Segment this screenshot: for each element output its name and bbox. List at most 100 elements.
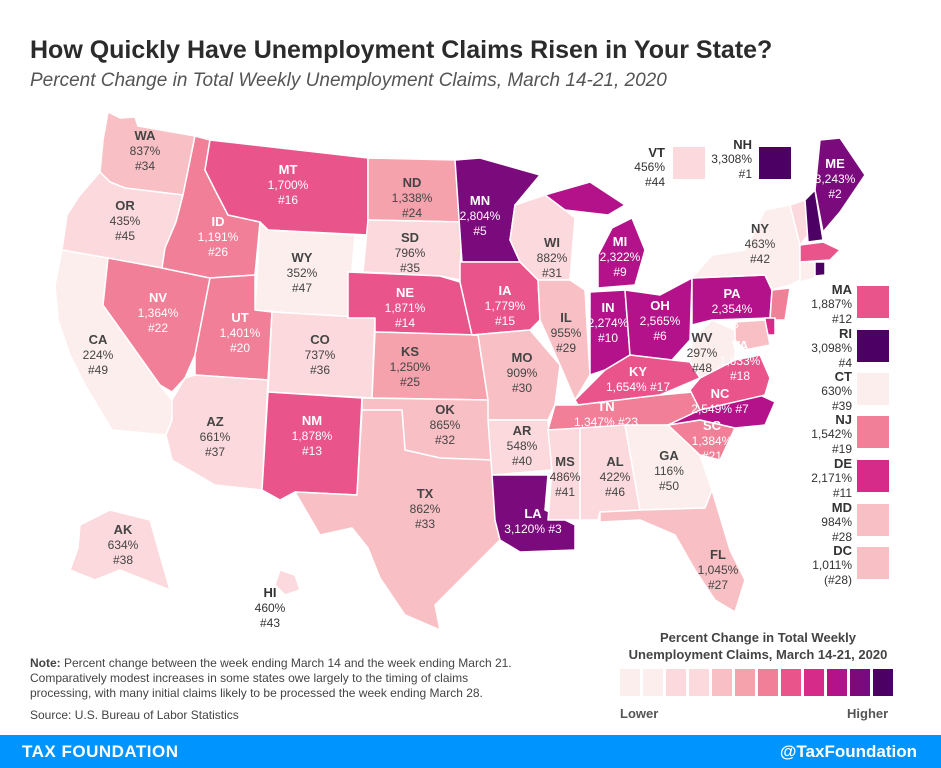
state-label-NV-rank: #22 bbox=[148, 321, 168, 335]
state-NH bbox=[804, 189, 824, 243]
state-label-MO-value: 909% bbox=[507, 366, 538, 380]
source: Source: U.S. Bureau of Labor Statistics bbox=[30, 708, 239, 722]
state-label-VA-rank: #18 bbox=[730, 369, 750, 383]
legend-title: Percent Change in Total Weekly Unemploym… bbox=[628, 630, 888, 662]
legend-step-5 bbox=[712, 669, 732, 696]
page-title: How Quickly Have Unemployment Claims Ris… bbox=[30, 36, 773, 64]
state-AK bbox=[69, 509, 171, 591]
state-label-WA-abbr: WA bbox=[135, 128, 157, 143]
state-label-TN-value: 1,347% #23 bbox=[574, 415, 638, 429]
state-VA bbox=[689, 354, 771, 411]
state-label-CO-abbr: CO bbox=[310, 332, 330, 347]
state-label-IA-value: 1,779% bbox=[485, 299, 526, 313]
state-MI2 bbox=[597, 217, 646, 289]
state-label-MI-rank: #9 bbox=[613, 265, 627, 279]
state-label-KS-value: 1,250% bbox=[390, 360, 431, 374]
swatch-VT bbox=[673, 147, 705, 179]
state-label-NY-abbr: NY bbox=[751, 221, 769, 236]
footer-handle[interactable]: @TaxFoundation bbox=[779, 742, 917, 761]
state-label-NE-value: 1,871% bbox=[385, 301, 426, 315]
state-label-NE-abbr: NE bbox=[396, 285, 414, 300]
state-label-VA-abbr: VA bbox=[731, 338, 749, 353]
state-label-ND-rank: #24 bbox=[402, 206, 422, 220]
state-MD bbox=[734, 319, 771, 351]
state-label-WY-rank: #47 bbox=[292, 281, 312, 295]
state-label-AR-rank: #40 bbox=[512, 454, 532, 468]
state-label-ME-value: 3,243% bbox=[815, 172, 856, 186]
state-label-MS-rank: #41 bbox=[555, 485, 575, 499]
swatch-DE bbox=[857, 460, 889, 492]
state-label-OK-rank: #32 bbox=[435, 433, 455, 447]
state-label-OR-value: 435% bbox=[110, 214, 141, 228]
note: Note: Percent change between the week en… bbox=[30, 656, 512, 700]
swatch-DC bbox=[857, 547, 889, 579]
state-label-PA-value: 2,354% bbox=[712, 302, 753, 316]
callout-RI: RI 3,098% #4 bbox=[811, 326, 852, 370]
state-label-PA-rank: #8 bbox=[725, 317, 739, 331]
state-label-MN-value: 2,804% bbox=[460, 209, 501, 223]
state-label-GA-abbr: GA bbox=[659, 448, 679, 463]
state-label-CO-rank: #36 bbox=[310, 363, 330, 377]
state-label-LA-value: 3,120% #3 bbox=[504, 522, 562, 536]
state-label-WI-abbr: WI bbox=[544, 235, 560, 250]
state-TX bbox=[294, 409, 501, 631]
state-label-FL-rank: #27 bbox=[708, 578, 728, 592]
legend-step-7 bbox=[758, 669, 778, 696]
state-label-LA-abbr: LA bbox=[524, 506, 542, 521]
state-label-TX-abbr: TX bbox=[417, 486, 434, 501]
state-label-IN-abbr: IN bbox=[602, 300, 615, 315]
state-label-KY-value: 1,654% #17 bbox=[606, 380, 670, 394]
state-label-OR-rank: #45 bbox=[115, 229, 135, 243]
state-label-NM-abbr: NM bbox=[302, 413, 322, 428]
state-label-WV-rank: #48 bbox=[692, 361, 712, 375]
state-label-SD-abbr: SD bbox=[401, 230, 419, 245]
legend-low-label: Lower bbox=[620, 706, 659, 721]
state-label-TN-abbr: TN bbox=[597, 399, 614, 414]
state-label-OH-value: 2,565% bbox=[640, 314, 681, 328]
state-label-ME-abbr: ME bbox=[825, 156, 845, 171]
state-label-WI-rank: #31 bbox=[542, 266, 562, 280]
state-label-OH-abbr: OH bbox=[650, 298, 670, 313]
state-label-IA-rank: #15 bbox=[495, 314, 515, 328]
state-label-MS-abbr: MS bbox=[555, 454, 575, 469]
state-label-MT-value: 1,700% bbox=[268, 178, 309, 192]
state-label-TX-rank: #33 bbox=[415, 517, 435, 531]
state-label-IL-value: 955% bbox=[551, 326, 582, 340]
state-label-OK-abbr: OK bbox=[435, 402, 455, 417]
state-RI bbox=[814, 261, 826, 277]
swatch-RI bbox=[857, 330, 889, 362]
state-FL bbox=[599, 489, 746, 613]
state-label-WI-value: 882% bbox=[537, 251, 568, 265]
footer-brand[interactable]: TAX FOUNDATION bbox=[22, 742, 179, 761]
state-label-IN-rank: #10 bbox=[598, 331, 618, 345]
state-label-NC-value: 2,549% #7 bbox=[691, 402, 749, 416]
state-label-WY-value: 352% bbox=[287, 266, 318, 280]
swatch-MD bbox=[857, 504, 889, 536]
state-label-UT-value: 1,401% bbox=[220, 326, 261, 340]
state-MI bbox=[544, 181, 626, 216]
state-label-SC-abbr: SC bbox=[703, 418, 722, 433]
state-label-SD-rank: #35 bbox=[400, 261, 420, 275]
state-label-IL-rank: #29 bbox=[556, 341, 576, 355]
state-label-NY-rank: #42 bbox=[750, 252, 770, 266]
swatch-MA bbox=[857, 286, 889, 318]
state-label-WA-value: 837% bbox=[130, 144, 161, 158]
state-label-CA-value: 224% bbox=[83, 348, 114, 362]
callout-MA: MA 1,887% #12 bbox=[811, 282, 852, 326]
state-label-SC-rank: #21 bbox=[702, 449, 722, 463]
state-label-TX-value: 862% bbox=[410, 502, 441, 516]
legend-step-4 bbox=[689, 669, 709, 696]
state-label-IN-value: 2,274% bbox=[588, 316, 629, 330]
state-NJ bbox=[769, 287, 791, 321]
state-label-AR-abbr: AR bbox=[513, 423, 532, 438]
state-label-MI-value: 2,322% bbox=[600, 250, 641, 264]
callout-CT: CT 630% #39 bbox=[821, 369, 852, 413]
state-label-IA-abbr: IA bbox=[499, 283, 513, 298]
state-label-ND-value: 1,338% bbox=[392, 191, 433, 205]
state-label-UT-abbr: UT bbox=[231, 310, 248, 325]
legend-step-11 bbox=[850, 669, 870, 696]
state-LA bbox=[491, 474, 576, 553]
callout-MD: MD 984% #28 bbox=[821, 500, 852, 544]
state-label-MS-value: 486% bbox=[550, 470, 581, 484]
